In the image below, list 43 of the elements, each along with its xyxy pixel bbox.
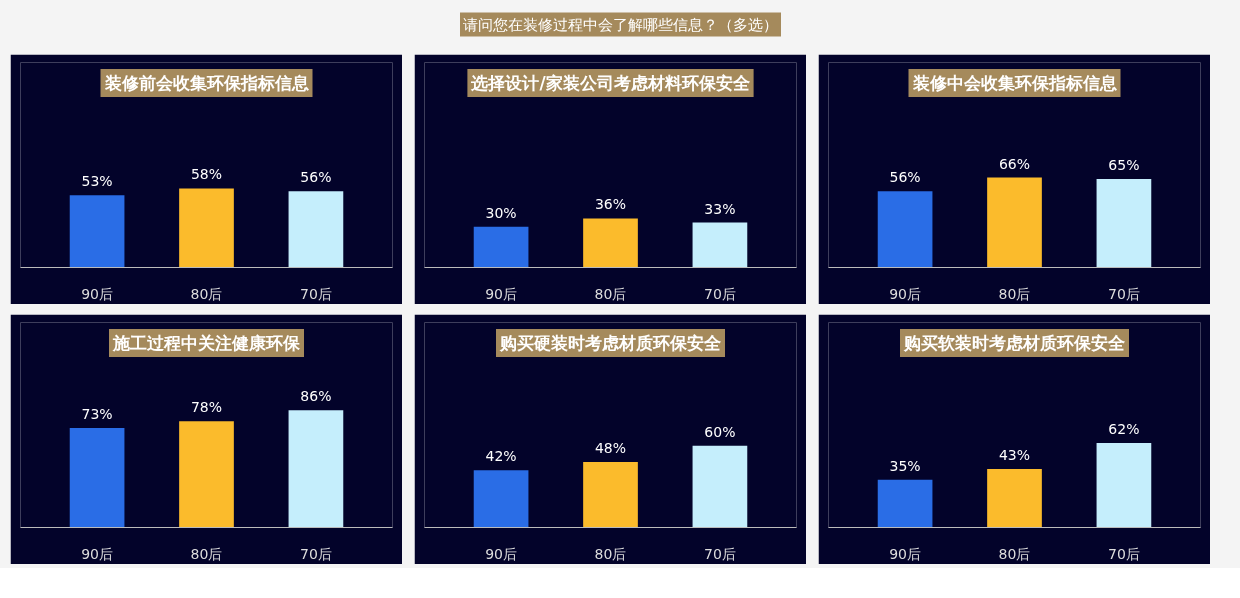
chart-title: 购买硬装时考虑材质环保安全 — [499, 333, 722, 353]
chart-title: 装修中会收集环保指标信息 — [911, 73, 1117, 93]
text: 请问您在装修过程中会了解哪些信息？（多选） — [463, 15, 778, 34]
x-tick-label: 70后 — [704, 285, 736, 302]
x-tick-label: 80后 — [998, 285, 1031, 302]
data-label: 43% — [998, 446, 1031, 463]
x-tick-label: 80后 — [594, 285, 627, 302]
x-tick-label: 70后 — [1108, 285, 1140, 302]
data-label: 42% — [485, 448, 517, 465]
data-label: 33% — [704, 200, 736, 217]
data-label: 78% — [190, 399, 223, 416]
x-tick-label: 90后 — [889, 545, 922, 562]
data-label: 58% — [190, 166, 223, 183]
x-tick-label: 80后 — [998, 545, 1031, 562]
x-tick-label: 70后 — [704, 545, 736, 562]
x-tick-label: 90后 — [485, 285, 518, 302]
data-label: 73% — [81, 406, 113, 423]
x-tick-label: 90后 — [485, 545, 518, 562]
data-label: 53% — [81, 173, 113, 190]
chart-title: 购买软装时考虑材质环保安全 — [903, 333, 1126, 353]
x-tick-label: 90后 — [889, 285, 922, 302]
chart-title: 选择设计/家装公司考虑材料环保安全 — [470, 73, 751, 93]
data-label: 35% — [889, 457, 921, 474]
data-label: 56% — [889, 169, 921, 186]
x-tick-label: 70后 — [300, 285, 332, 302]
x-tick-label: 70后 — [300, 545, 332, 562]
data-label: 66% — [998, 155, 1031, 172]
x-tick-label: 90后 — [81, 545, 114, 562]
x-tick-label: 80后 — [190, 545, 223, 562]
x-tick-label: 70后 — [1108, 545, 1140, 562]
chart-title: 装修前会收集环保指标信息 — [103, 73, 309, 93]
data-label: 56% — [300, 169, 332, 186]
data-label: 65% — [1108, 156, 1140, 173]
data-label: 36% — [594, 196, 627, 213]
chart-title: 施工过程中关注健康环保 — [112, 333, 301, 353]
data-label: 30% — [485, 204, 517, 221]
data-label: 60% — [704, 423, 736, 440]
x-tick-label: 80后 — [190, 285, 223, 302]
data-label: 86% — [300, 388, 332, 405]
x-tick-label: 90后 — [81, 285, 114, 302]
x-tick-label: 80后 — [594, 545, 627, 562]
data-label: 62% — [1108, 421, 1140, 438]
data-label: 48% — [594, 440, 627, 457]
